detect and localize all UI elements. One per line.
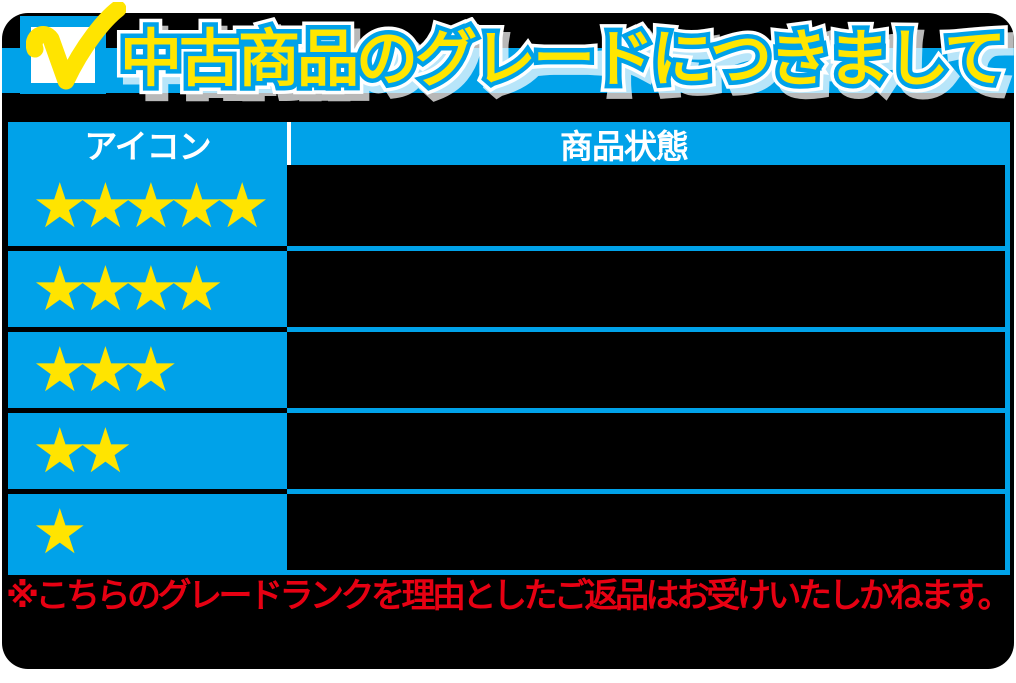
page-title-outline-blue: 中古商品のグレードにつきまして [115,18,1010,100]
return-policy-note: ※こちらのグレードランクを理由としたご返品はお受けいたしかねます。 [6,576,1012,616]
table-bottom-border [8,570,1010,575]
three-star-icon: ★★★ [32,333,179,406]
grade-row-1-condition-cell [287,489,1005,570]
grade-row-3-condition-cell [287,327,1005,408]
two-star-icon: ★★ [32,414,133,487]
grade-row-2-icon-cell: ★★ [8,408,287,489]
column-header-condition-label: 商品状態 [560,126,689,166]
column-header-condition: 商品状態 [287,122,1005,166]
grade-row-1-icon-cell: ★ [8,489,287,570]
grade-row-2-condition-cell [287,408,1005,489]
condition-column: 商品状態 [287,122,1010,575]
icon-column: アイコン ★★★★★ ★★★★ ★★★ ★★ ★ [8,122,287,570]
grade-row-3-icon-cell: ★★★ [8,327,287,408]
grade-row-5-icon-cell: ★★★★★ [8,165,287,246]
column-header-icon: アイコン [84,126,211,166]
page-title-outline-white: 中古商品のグレードにつきまして [112,14,1014,103]
page-title-text: 中古商品のグレードにつきまして [120,22,1006,95]
one-star-icon: ★ [32,495,88,568]
grade-row-4-condition-cell [287,246,1005,327]
four-star-icon: ★★★★ [32,252,224,325]
checkmark-icon [26,2,126,90]
grade-row-5-condition-cell [287,165,1005,246]
header-column-divider [287,122,291,165]
five-star-icon: ★★★★★ [32,168,270,242]
title-bar [2,48,1014,93]
grade-row-4-icon-cell: ★★★★ [8,246,287,327]
